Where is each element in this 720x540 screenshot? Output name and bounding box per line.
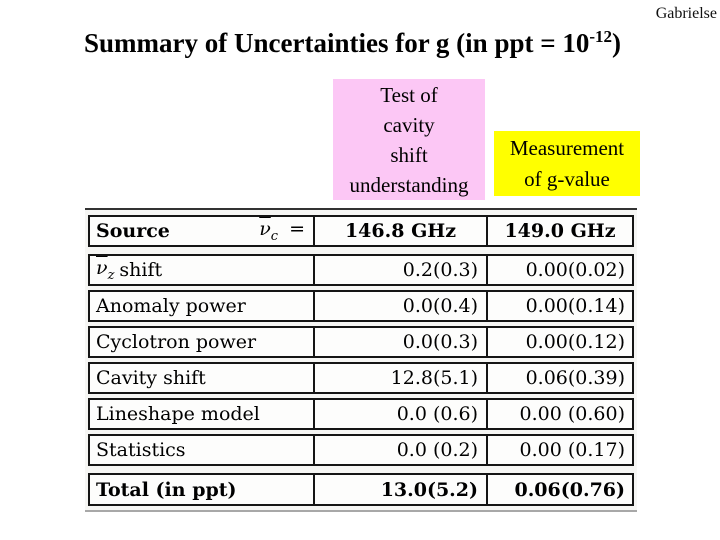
row-label-cell: Lineshape model: [90, 400, 315, 428]
row-value-149: 0.00(0.12): [525, 331, 625, 353]
row-value-146: 12.8(5.1): [315, 364, 488, 392]
row-label-cell: Cavity shift: [90, 364, 315, 392]
callout-line: shift: [390, 142, 428, 167]
callout-cavity-shift-test: Test of cavity shift understanding: [333, 79, 485, 200]
table-row: Lineshape model 0.0 (0.6) 0.00 (0.60): [88, 398, 634, 430]
row-label: Cavity shift: [96, 367, 206, 389]
total-value-149-cell: 0.06(0.76): [514, 478, 625, 501]
callout-g-value-measurement: Measurement of g-value: [494, 131, 640, 196]
row-label: Lineshape model: [96, 403, 260, 425]
row-value-149: 0.00 (0.17): [519, 439, 625, 461]
total-value-146-cell: 13.0(5.2): [315, 475, 488, 504]
total-label-cell: Total (in ppt): [90, 475, 315, 504]
header-source-cell: Source νc =: [90, 217, 315, 245]
row-value-146: 0.2(0.3): [315, 256, 488, 284]
nu-c-symbol: νc =: [259, 218, 305, 244]
callout-line: Measurement: [509, 135, 625, 160]
table-row: Anomaly power 0.0(0.4) 0.00(0.14): [88, 290, 634, 322]
row-value-149: 0.00(0.02): [525, 259, 625, 281]
row-value-149: 0.06(0.39): [525, 367, 625, 389]
slide-title: Summary of Uncertainties for g (in ppt =…: [84, 28, 659, 59]
table-row: Statistics 0.0 (0.2) 0.00 (0.17): [88, 434, 634, 466]
table-row: Cavity shift 12.8(5.1) 0.06(0.39): [88, 362, 634, 394]
table-header-row: Source νc = 146.8 GHz 149.0 GHz: [88, 215, 634, 247]
callout-line: Test of: [380, 82, 438, 107]
row-label-cell: νz shift: [90, 256, 315, 284]
uncertainty-table: Source νc = 146.8 GHz 149.0 GHz νz shift …: [85, 208, 637, 512]
row-value-146: 0.0 (0.6): [315, 400, 488, 428]
nu-glyph: ν: [96, 257, 108, 280]
row-value-146: 0.0 (0.2): [315, 436, 488, 464]
nu-symbol: νz: [96, 257, 115, 283]
callout-line: understanding: [349, 172, 469, 197]
callout-line: of g-value: [524, 166, 610, 191]
row-label: Anomaly power: [96, 295, 246, 317]
source-header-label: Source: [96, 220, 170, 242]
row-label: Statistics: [96, 439, 186, 461]
row-value-146: 0.0(0.4): [315, 292, 488, 320]
slide-title-text: Summary of Uncertainties for g (in ppt =…: [84, 28, 590, 58]
row-value-149: 0.00(0.14): [525, 295, 625, 317]
row-value-149: 0.00 (0.60): [519, 403, 625, 425]
header-146ghz-cell: 146.8 GHz: [315, 217, 488, 245]
row-label: Cyclotron power: [96, 331, 257, 353]
header-149ghz-cell: 149.0 GHz: [504, 220, 616, 242]
row-label-cell: Cyclotron power: [90, 328, 315, 356]
table-row: νz shift 0.2(0.3) 0.00(0.02): [88, 254, 634, 286]
table-total-row: Total (in ppt) 13.0(5.2) 0.06(0.76): [88, 473, 634, 506]
table-row: Cyclotron power 0.0(0.3) 0.00(0.12): [88, 326, 634, 358]
row-label: shift: [119, 259, 163, 281]
table-body: νz shift 0.2(0.3) 0.00(0.02) Anomaly pow…: [88, 254, 634, 466]
row-label-cell: Anomaly power: [90, 292, 315, 320]
author-name: Gabrielse: [655, 5, 717, 22]
row-value-146: 0.0(0.3): [315, 328, 488, 356]
slide-title-exponent: -12: [589, 27, 613, 46]
slide-title-suffix: ): [612, 28, 622, 58]
callout-line: cavity: [383, 112, 435, 137]
row-label-cell: Statistics: [90, 436, 315, 464]
